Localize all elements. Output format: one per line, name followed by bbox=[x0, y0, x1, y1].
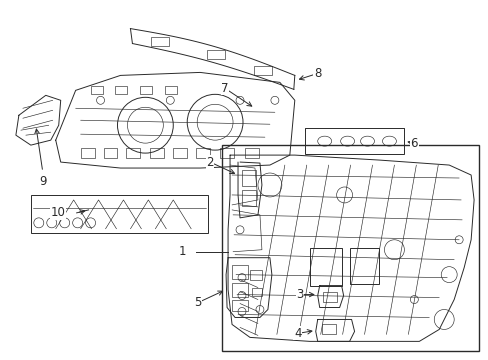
Bar bbox=[115, 86, 127, 94]
Bar bbox=[220, 148, 234, 158]
Text: 4: 4 bbox=[293, 327, 301, 340]
Bar bbox=[150, 148, 164, 158]
Bar bbox=[321, 324, 335, 334]
Bar bbox=[126, 148, 140, 158]
Text: 8: 8 bbox=[313, 67, 321, 80]
Bar bbox=[249, 270, 262, 280]
Text: 2: 2 bbox=[206, 156, 213, 168]
Bar bbox=[90, 86, 102, 94]
Bar bbox=[31, 195, 208, 233]
Text: 10: 10 bbox=[51, 206, 65, 219]
Bar bbox=[251, 288, 262, 296]
Bar bbox=[196, 148, 210, 158]
Bar bbox=[349, 248, 379, 284]
Text: 5: 5 bbox=[194, 296, 202, 309]
Bar bbox=[322, 292, 336, 302]
Bar bbox=[151, 37, 169, 46]
Bar bbox=[81, 148, 94, 158]
Text: 6: 6 bbox=[410, 137, 417, 150]
Bar bbox=[242, 190, 255, 206]
Bar bbox=[232, 265, 247, 279]
Bar bbox=[232, 283, 247, 297]
Bar bbox=[304, 128, 404, 154]
Bar bbox=[244, 148, 259, 158]
Text: 3: 3 bbox=[296, 288, 303, 301]
Text: 7: 7 bbox=[221, 82, 228, 95]
Text: 1: 1 bbox=[178, 245, 186, 258]
Bar bbox=[103, 148, 117, 158]
Bar bbox=[232, 300, 247, 311]
Text: 9: 9 bbox=[39, 175, 46, 189]
Bar bbox=[140, 86, 152, 94]
Bar bbox=[165, 86, 177, 94]
Bar bbox=[173, 148, 187, 158]
Bar bbox=[206, 50, 224, 59]
Bar bbox=[242, 170, 255, 186]
Bar bbox=[309, 248, 341, 285]
Bar bbox=[222, 145, 478, 351]
Bar bbox=[254, 66, 272, 75]
